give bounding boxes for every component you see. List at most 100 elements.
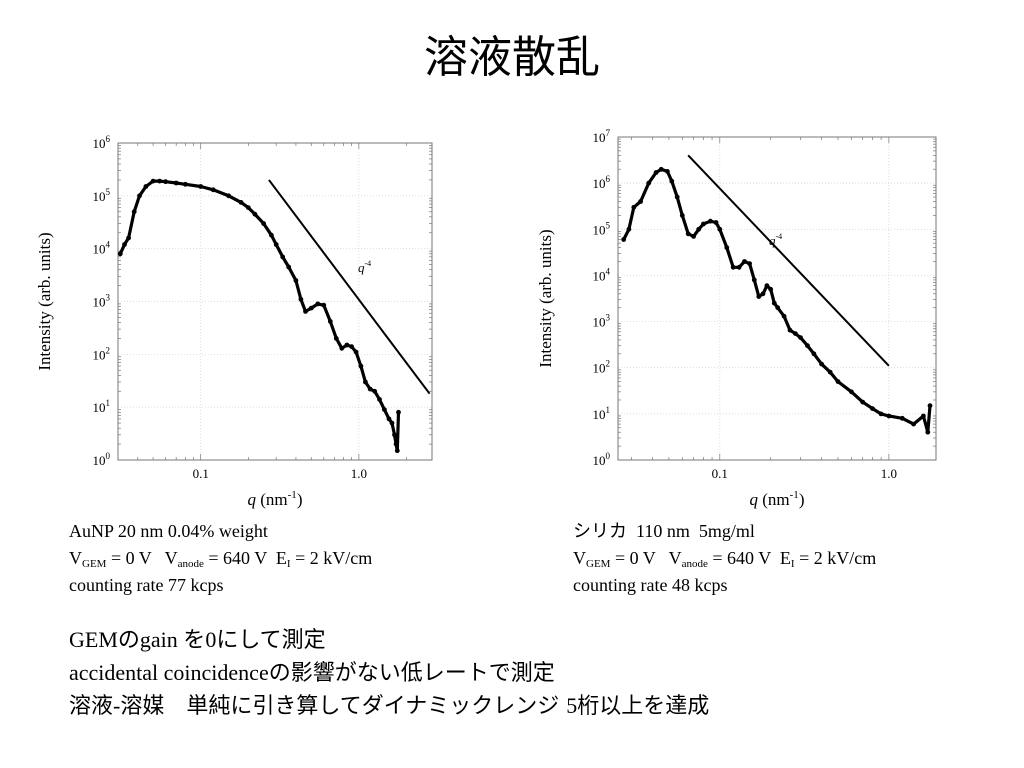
data-point — [653, 170, 659, 175]
note-line-1: GEMのgain を0にして測定 — [69, 627, 326, 653]
data-point — [674, 194, 680, 200]
data-point — [878, 411, 884, 417]
data-point — [358, 363, 364, 369]
data-point — [117, 251, 123, 257]
data-point — [377, 397, 382, 402]
data-point — [768, 286, 774, 292]
data-point — [339, 345, 345, 351]
data-point — [286, 264, 292, 270]
left-chart-caption: AuNP 20 nm 0.04% weight VGEM = 0 V Vanod… — [69, 518, 372, 599]
data-point — [736, 264, 742, 270]
data-point — [870, 406, 875, 411]
slide-title: 溶液散乱 — [424, 32, 600, 83]
data-point — [349, 344, 354, 349]
y-tick-label: 106 — [93, 134, 111, 151]
chart-2: 100 101 102 103 104 105 106 107 0.1 1.0 Intensity … — [536, 128, 937, 509]
x-tick-label: 0.1 — [193, 466, 209, 481]
y-tick-label: 106 — [593, 174, 611, 191]
data-point — [122, 242, 127, 247]
data-point — [386, 416, 392, 422]
data-point — [392, 432, 397, 438]
data-point — [315, 301, 321, 307]
data-point — [198, 184, 204, 189]
data-point — [911, 421, 916, 427]
plot-frame — [617, 136, 937, 461]
y-tick-label: 102 — [593, 359, 611, 376]
data-point — [886, 413, 892, 419]
caption-voltages: VGEM = 0 V Vanode = 640 V EI = 2 kV/cm — [573, 548, 877, 570]
data-point — [730, 264, 736, 270]
y-tick-label: 100 — [593, 451, 611, 468]
data-point — [775, 305, 781, 311]
data-point — [308, 305, 314, 311]
data-point — [787, 327, 793, 333]
summary-notes: GEMのgain を0にして測定 accidental coincidenceの… — [69, 624, 709, 723]
data-point — [353, 349, 359, 355]
data-point — [621, 237, 627, 242]
data-point — [747, 261, 752, 266]
data-point — [849, 389, 854, 395]
data-point — [701, 221, 706, 227]
data-point — [157, 178, 163, 184]
data-point — [927, 403, 933, 409]
y-tick-label: 107 — [593, 128, 611, 145]
x-axis-label: q (nm-1) — [248, 489, 303, 509]
data-point — [183, 181, 188, 187]
data-point — [771, 300, 777, 306]
data-point — [252, 211, 258, 217]
data-point — [760, 291, 766, 297]
y-tick-label: 101 — [93, 398, 111, 415]
x-tick-label: 1.0 — [351, 466, 367, 481]
data-point — [396, 409, 401, 415]
data-point — [925, 429, 931, 435]
data-point — [658, 166, 664, 172]
data-point — [143, 184, 149, 189]
chart-1: 100 101 102 103 104 105 106 0.1 1.0 Intensity (ar… — [35, 134, 433, 509]
data-point — [393, 441, 399, 447]
data-point — [696, 226, 702, 232]
data-point — [363, 379, 368, 385]
data-point — [293, 278, 299, 283]
data-point — [685, 231, 691, 237]
x-tick-label: 1.0 — [881, 466, 897, 481]
data-point — [137, 193, 142, 199]
data-point — [899, 415, 905, 421]
data-point — [150, 178, 156, 184]
data-point — [173, 180, 179, 186]
data-point — [372, 388, 378, 394]
data-point — [708, 218, 713, 224]
data-point — [333, 336, 339, 341]
data-point — [269, 232, 274, 238]
data-point — [238, 200, 244, 205]
q-minus-4-guide-line — [268, 179, 431, 395]
data-point — [860, 399, 866, 405]
data-point — [626, 226, 632, 232]
q-minus-4-annotation: q-4 — [769, 232, 782, 248]
caption-rate: counting rate 77 kcps — [69, 575, 224, 595]
data-point — [756, 294, 762, 299]
data-point — [679, 213, 685, 218]
data-point — [669, 178, 675, 184]
data-point — [921, 413, 926, 419]
q-minus-4-guide-line — [687, 154, 890, 367]
data-point — [210, 187, 216, 193]
data-point — [280, 254, 286, 260]
data-point — [717, 226, 723, 232]
data-point — [631, 204, 637, 210]
data-point — [665, 169, 670, 174]
data-point — [691, 234, 696, 239]
data-point — [751, 277, 757, 283]
data-point — [646, 180, 652, 186]
data-point — [327, 319, 333, 324]
x-tick-label: 0.1 — [712, 466, 728, 481]
data-point — [303, 309, 308, 314]
data-point — [226, 193, 232, 199]
data-point — [298, 296, 304, 302]
data-point — [781, 313, 787, 319]
y-tick-label: 105 — [593, 220, 611, 237]
data-point — [827, 369, 833, 375]
data-point — [367, 386, 373, 392]
q-minus-4-annotation: q-4 — [358, 259, 371, 275]
y-tick-label: 101 — [593, 405, 611, 422]
